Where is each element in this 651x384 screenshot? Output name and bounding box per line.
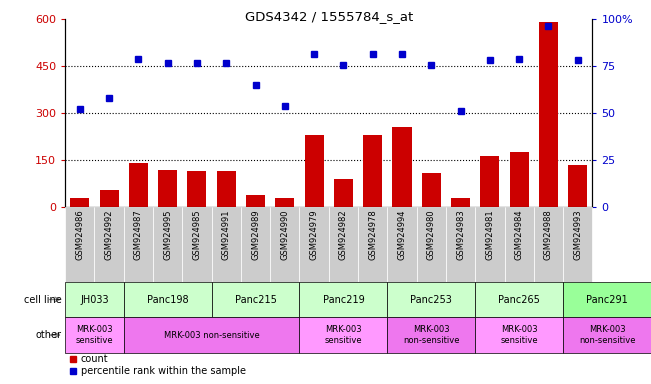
Text: GSM924991: GSM924991 (222, 210, 230, 260)
Bar (124, 317, 299, 353)
Text: cell line: cell line (24, 295, 62, 305)
Text: GSM924985: GSM924985 (193, 210, 201, 260)
Text: MRK-003
sensitive: MRK-003 sensitive (325, 325, 362, 345)
Bar (387, 282, 475, 317)
Bar (568, 165, 587, 207)
Text: GSM924988: GSM924988 (544, 210, 553, 260)
Text: other: other (36, 330, 62, 340)
Bar (510, 152, 529, 207)
Text: MRK-003
sensitive: MRK-003 sensitive (501, 325, 538, 345)
Bar (212, 207, 241, 282)
Bar (241, 207, 270, 282)
Bar (129, 164, 148, 207)
Text: GSM924981: GSM924981 (486, 210, 494, 260)
Bar (480, 156, 499, 207)
Bar (563, 282, 651, 317)
Bar (217, 171, 236, 207)
Bar (124, 207, 153, 282)
Bar (563, 317, 651, 353)
Text: GSM924979: GSM924979 (310, 210, 318, 260)
Bar (187, 171, 206, 207)
Text: Panc219: Panc219 (322, 295, 365, 305)
Bar (387, 207, 417, 282)
Bar (387, 317, 475, 353)
Text: GSM924978: GSM924978 (368, 210, 377, 260)
Bar (505, 207, 534, 282)
Text: GSM924982: GSM924982 (339, 210, 348, 260)
Bar (334, 179, 353, 207)
Bar (275, 198, 294, 207)
Legend: count, percentile rank within the sample: count, percentile rank within the sample (70, 354, 245, 376)
Text: Panc215: Panc215 (234, 295, 277, 305)
Text: GSM924984: GSM924984 (515, 210, 523, 260)
Bar (299, 282, 387, 317)
Bar (299, 317, 387, 353)
Text: MRK-003
sensitive: MRK-003 sensitive (76, 325, 113, 345)
Bar (475, 207, 505, 282)
Bar (270, 207, 299, 282)
Text: GDS4342 / 1555784_s_at: GDS4342 / 1555784_s_at (245, 10, 413, 23)
Bar (393, 127, 411, 207)
Bar (534, 207, 563, 282)
Text: GSM924989: GSM924989 (251, 210, 260, 260)
Text: GSM924987: GSM924987 (134, 210, 143, 260)
Bar (299, 207, 329, 282)
Bar (124, 282, 212, 317)
Text: GSM924995: GSM924995 (163, 210, 172, 260)
Bar (422, 173, 441, 207)
Text: MRK-003 non-sensitive: MRK-003 non-sensitive (163, 331, 260, 339)
Text: Panc253: Panc253 (410, 295, 452, 305)
Bar (182, 207, 212, 282)
Text: GSM924993: GSM924993 (574, 210, 582, 260)
Bar (329, 207, 358, 282)
Bar (212, 282, 299, 317)
Bar (475, 317, 563, 353)
Bar (451, 198, 470, 207)
Text: GSM924986: GSM924986 (76, 210, 84, 260)
Bar (363, 135, 382, 207)
Bar (158, 170, 177, 207)
Text: Panc198: Panc198 (147, 295, 188, 305)
Bar (446, 207, 475, 282)
Text: GSM924994: GSM924994 (398, 210, 406, 260)
Text: GSM924992: GSM924992 (105, 210, 113, 260)
Bar (65, 207, 94, 282)
Text: MRK-003
non-sensitive: MRK-003 non-sensitive (403, 325, 460, 345)
Bar (65, 317, 124, 353)
Text: MRK-003
non-sensitive: MRK-003 non-sensitive (579, 325, 635, 345)
Bar (153, 207, 182, 282)
Bar (417, 207, 446, 282)
Bar (65, 282, 124, 317)
Bar (100, 190, 118, 207)
Text: Panc291: Panc291 (586, 295, 628, 305)
Bar (563, 207, 592, 282)
Text: GSM924980: GSM924980 (427, 210, 436, 260)
Bar (305, 135, 324, 207)
Text: GSM924990: GSM924990 (281, 210, 289, 260)
Bar (246, 195, 265, 207)
Text: GSM924983: GSM924983 (456, 210, 465, 260)
Bar (358, 207, 387, 282)
Bar (70, 198, 89, 207)
Bar (94, 207, 124, 282)
Text: JH033: JH033 (80, 295, 109, 305)
Bar (475, 282, 563, 317)
Text: Panc265: Panc265 (498, 295, 540, 305)
Bar (539, 22, 558, 207)
